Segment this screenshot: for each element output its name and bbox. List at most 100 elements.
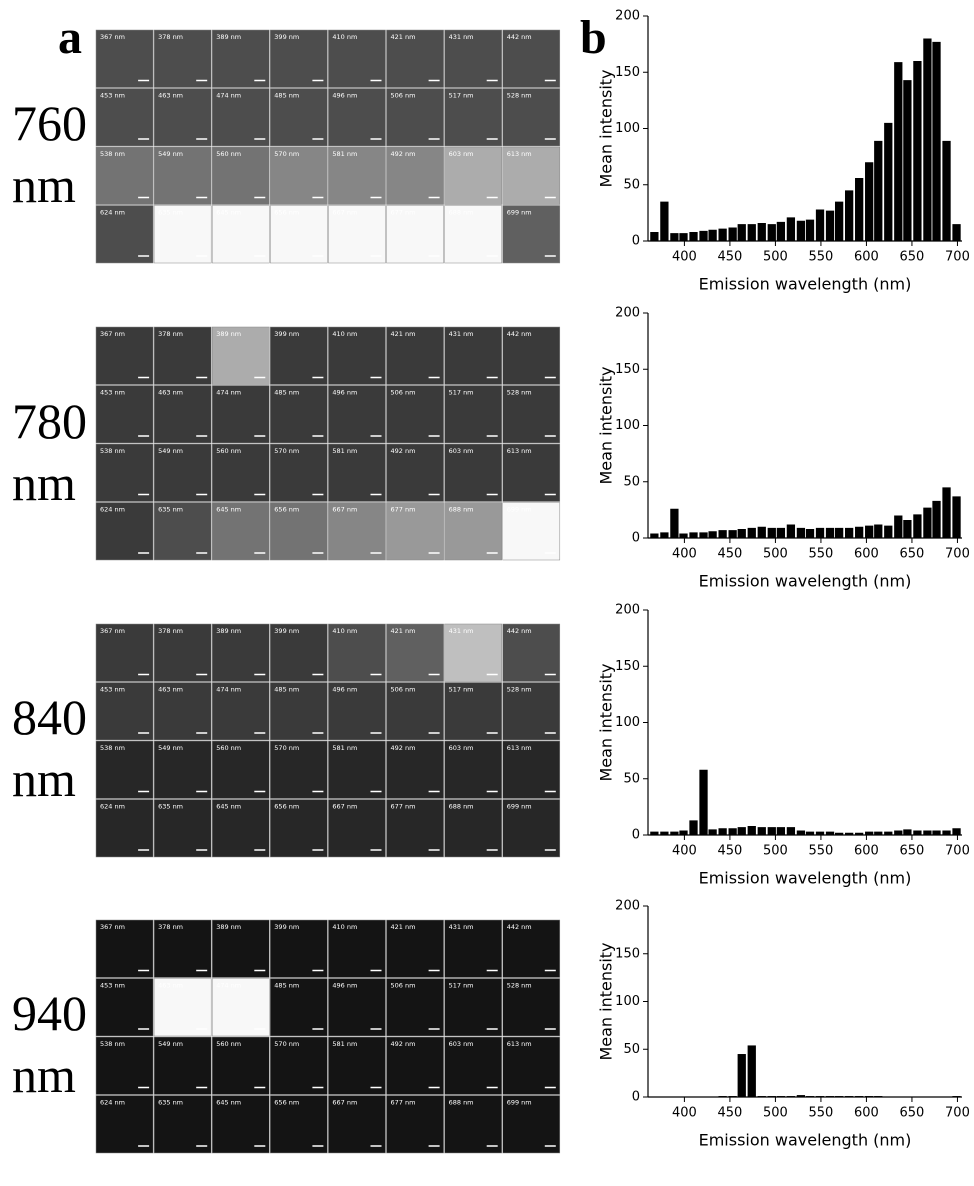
bar (834, 201, 844, 241)
x-tick-label: 700 (945, 250, 970, 265)
image-tile (328, 502, 386, 561)
image-tile (270, 146, 328, 205)
tile-label: 560 nm (216, 447, 241, 455)
x-tick-label: 650 (900, 547, 925, 562)
tile-label: 399 nm (274, 923, 299, 931)
image-tile (211, 919, 270, 978)
tile-label: 624 nm (100, 209, 125, 217)
bar (894, 830, 903, 835)
image-tile (153, 978, 212, 1037)
tile-label: 431 nm (449, 923, 474, 931)
bar (874, 524, 883, 538)
image-tile (502, 88, 561, 147)
image-tile (444, 919, 502, 978)
tile-label: 677 nm (391, 506, 416, 514)
bar (776, 827, 786, 835)
bar (767, 527, 776, 538)
image-tile (386, 29, 444, 88)
image-tile (211, 1036, 270, 1095)
tile-label: 389 nm (216, 627, 241, 635)
tile-label: 656 nm (274, 209, 299, 217)
y-tick-label: 200 (615, 9, 640, 24)
tile-label: 667 nm (332, 1099, 357, 1107)
image-tile (386, 205, 444, 264)
x-tick-label: 600 (854, 547, 879, 562)
tile-label: 570 nm (274, 150, 299, 158)
tile-label: 528 nm (507, 686, 532, 694)
x-tick-label: 700 (945, 844, 970, 859)
tile-label: 442 nm (507, 330, 532, 338)
y-tick-label: 150 (615, 65, 640, 80)
tile-label: 517 nm (449, 686, 474, 694)
tile-label: 492 nm (391, 447, 416, 455)
tile-label: 517 nm (449, 92, 474, 100)
tile-label: 688 nm (449, 209, 474, 217)
bar (796, 220, 806, 241)
bar (942, 140, 951, 241)
tile-label: 613 nm (507, 744, 532, 752)
x-tick-label: 600 (854, 250, 879, 265)
tile-label: 378 nm (158, 923, 183, 931)
bar (932, 500, 941, 538)
tile-label: 389 nm (216, 330, 241, 338)
image-tile (270, 1036, 328, 1095)
tile-label: 506 nm (391, 982, 416, 990)
x-axis-title: Emission wavelength (nm) (699, 275, 912, 294)
tile-label: 549 nm (158, 744, 183, 752)
image-tile (270, 978, 328, 1037)
image-tile (270, 443, 328, 502)
image-tile (211, 682, 270, 741)
tile-label: 453 nm (100, 92, 125, 100)
y-tick-label: 50 (623, 177, 640, 192)
tile-label: 645 nm (216, 803, 241, 811)
image-tile (328, 29, 386, 88)
x-axis-title: Emission wavelength (nm) (699, 869, 912, 888)
image-tile (502, 385, 561, 444)
image-tile (444, 443, 502, 502)
x-tick-label: 550 (809, 1106, 834, 1121)
y-tick-label: 0 (632, 828, 640, 843)
tile-label: 603 nm (449, 150, 474, 158)
image-tile (211, 740, 270, 799)
y-tick-label: 0 (632, 1090, 640, 1105)
image-tile (328, 799, 386, 858)
image-tile (270, 919, 328, 978)
image-tile (153, 1095, 212, 1154)
y-axis-title: Mean intensity (597, 942, 616, 1060)
x-tick-label: 600 (854, 1106, 879, 1121)
tile-label: 485 nm (274, 389, 299, 397)
bar (894, 515, 903, 538)
bar (884, 525, 893, 538)
image-tile (386, 740, 444, 799)
tile-label: 688 nm (449, 506, 474, 514)
bar (903, 829, 912, 835)
bar (670, 508, 679, 538)
tile-label: 624 nm (100, 803, 125, 811)
excitation-label: 780 nm (12, 393, 87, 511)
image-tile (502, 978, 561, 1037)
image-tile (444, 88, 502, 147)
image-tile (328, 682, 386, 741)
bar (913, 514, 922, 538)
image-tile (153, 205, 212, 264)
image-tile (328, 1036, 386, 1095)
image-tile (270, 88, 328, 147)
bar (747, 224, 756, 241)
image-tile (328, 146, 386, 205)
excitation-label: 760 nm (12, 95, 87, 213)
tile-label: 421 nm (391, 33, 416, 41)
image-tile (328, 740, 386, 799)
bar (689, 820, 698, 835)
bar (865, 831, 874, 835)
bar (786, 217, 796, 241)
bar (689, 232, 698, 241)
bar (708, 531, 717, 538)
tile-label: 645 nm (216, 506, 241, 514)
bar (737, 529, 746, 538)
tile-label: 677 nm (391, 803, 416, 811)
y-axis-title: Mean intensity (597, 663, 616, 781)
tile-label: 474 nm (216, 92, 241, 100)
tile-label: 635 nm (158, 1099, 183, 1107)
image-tile (95, 443, 154, 502)
tile-label: 506 nm (391, 686, 416, 694)
